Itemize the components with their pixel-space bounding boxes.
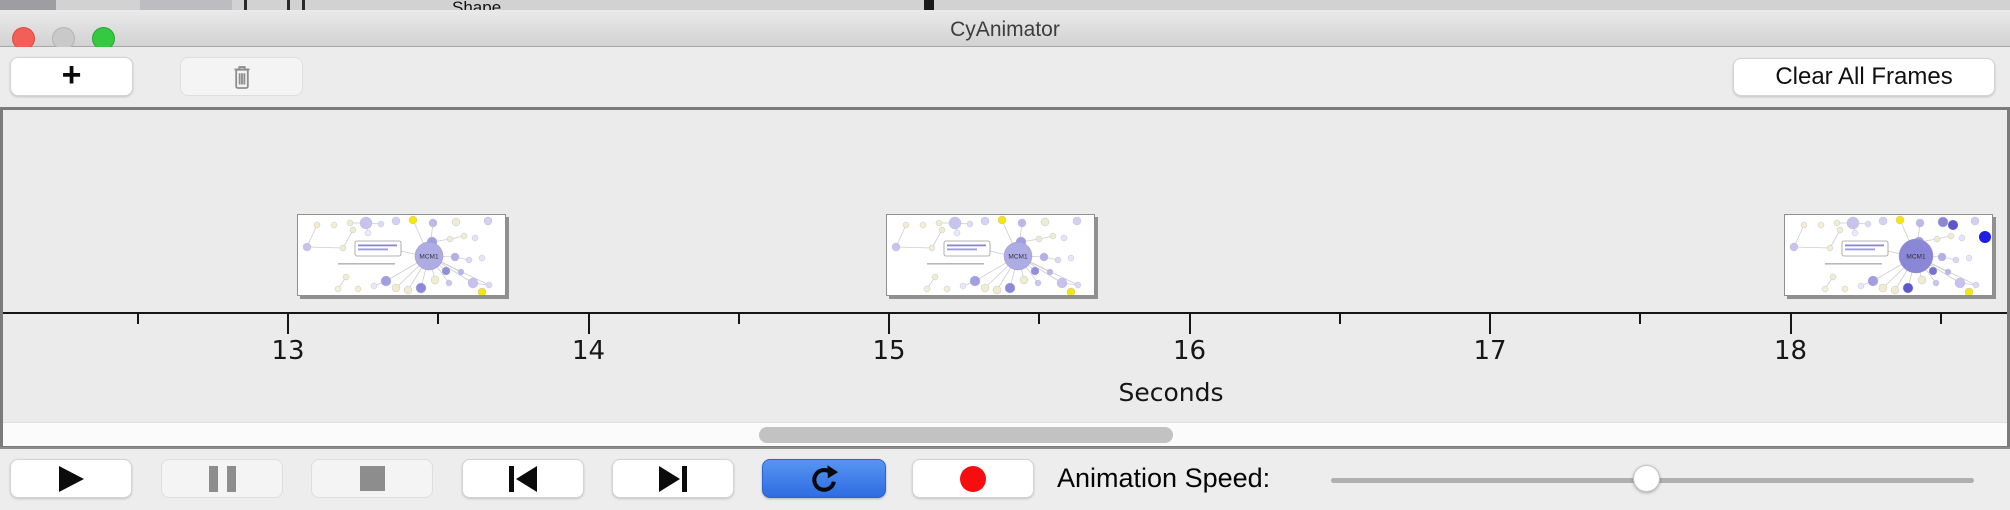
timeline-panel[interactable]: MCM1 MCM1 MCM1 12 13 14 15 16 17 18 Seconds: [0, 107, 2010, 449]
skip-to-start-icon: [509, 465, 537, 492]
timeline-axis: [3, 312, 2007, 314]
record-icon: [960, 465, 986, 492]
major-tick: [1188, 314, 1191, 334]
tick-label: 17: [1473, 336, 1507, 366]
background-fragment: [924, 0, 934, 10]
stop-icon: [359, 466, 385, 491]
delete-frame-button[interactable]: [180, 57, 303, 96]
background-fragment: [302, 0, 305, 10]
play-button[interactable]: [10, 459, 132, 498]
background-fragment: [0, 0, 56, 10]
background-shape-label: Shape: [452, 0, 502, 10]
tick-label: 14: [571, 336, 606, 366]
pause-icon: [208, 465, 236, 492]
play-icon: [58, 465, 84, 492]
minor-tick: [1338, 314, 1341, 324]
stop-button[interactable]: [311, 459, 433, 498]
pause-button[interactable]: [161, 459, 283, 498]
window-title: CyAnimator: [950, 18, 1060, 41]
minor-tick: [437, 314, 440, 324]
trash-icon: [233, 65, 250, 89]
clear-all-frames-button[interactable]: Clear All Frames: [1733, 58, 1995, 96]
svg-text:MCM1: MCM1: [1907, 254, 1927, 261]
minor-tick: [1639, 314, 1642, 324]
tick-label: 16: [1172, 336, 1207, 366]
minor-tick: [1038, 314, 1041, 324]
animation-speed-label: Animation Speed:: [1057, 463, 1271, 493]
background-window-sliver: Shape: [0, 0, 2010, 10]
clear-all-frames-label: Clear All Frames: [1775, 63, 1953, 90]
playback-controls: Animation Speed:: [0, 447, 2010, 510]
skip-to-end-button[interactable]: [612, 459, 734, 498]
major-tick: [587, 314, 590, 334]
background-fragment: [140, 0, 232, 10]
timeline-scrollbar[interactable]: [3, 422, 2007, 446]
minor-tick: [136, 314, 139, 324]
scrollbar-thumb[interactable]: [759, 427, 1173, 443]
svg-text:MCM1: MCM1: [1008, 254, 1028, 261]
title-bar: CyAnimator: [0, 10, 2010, 50]
loop-button[interactable]: [762, 459, 886, 498]
svg-text:MCM1: MCM1: [419, 254, 439, 261]
skip-to-end-icon: [659, 465, 687, 492]
frame-toolbar: + Clear All Frames: [0, 47, 2010, 108]
record-button[interactable]: [912, 459, 1034, 498]
minor-tick: [737, 314, 740, 324]
major-tick: [1489, 314, 1491, 334]
frame-thumbnail[interactable]: MCM1: [885, 214, 1095, 296]
frame-thumbnail[interactable]: MCM1: [1784, 214, 1994, 296]
axis-title: Seconds: [1118, 378, 1224, 407]
animation-speed-slider-knob[interactable]: [1632, 465, 1660, 492]
major-tick: [287, 314, 289, 334]
background-fragment: [287, 0, 290, 10]
add-frame-button[interactable]: +: [10, 57, 133, 96]
plus-icon: +: [61, 55, 82, 94]
tick-label: 18: [1773, 336, 1808, 366]
skip-to-start-button[interactable]: [462, 459, 584, 498]
minor-tick: [1939, 314, 1942, 324]
major-tick: [1789, 314, 1792, 334]
tick-label: 12: [3, 336, 4, 366]
tick-label: 15: [872, 336, 906, 366]
divider: [0, 447, 2010, 449]
background-fragment: [244, 0, 247, 10]
major-tick: [888, 314, 890, 334]
loop-icon: [812, 464, 839, 492]
frame-thumbnail[interactable]: MCM1: [296, 214, 506, 296]
tick-label: 13: [271, 336, 305, 366]
